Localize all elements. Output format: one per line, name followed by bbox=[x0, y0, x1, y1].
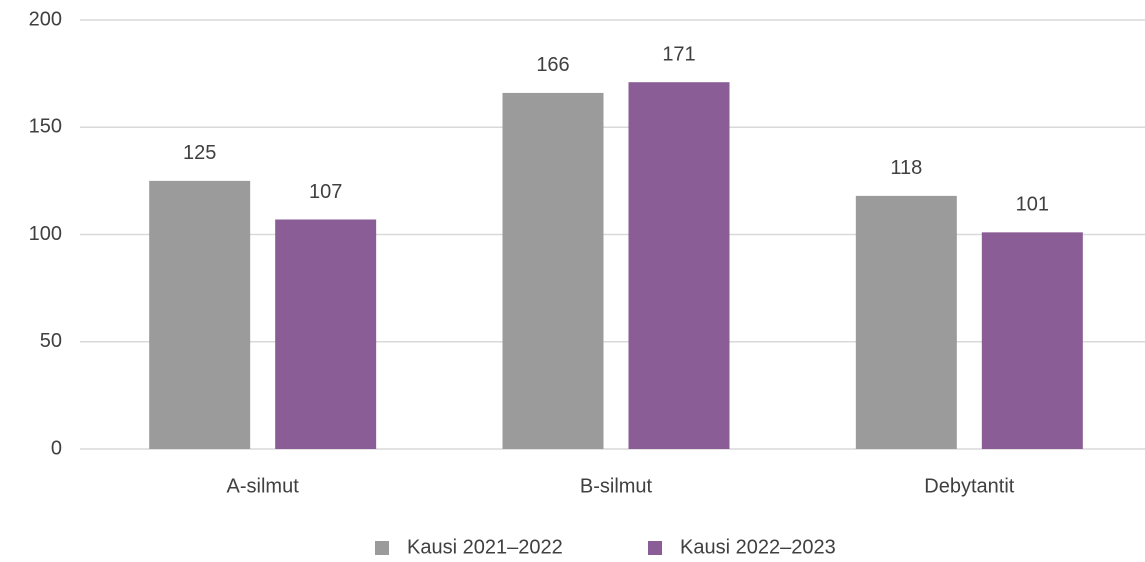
bar bbox=[149, 180, 251, 449]
bar bbox=[855, 195, 957, 449]
y-tick-label: 200 bbox=[29, 8, 62, 30]
value-label: 118 bbox=[890, 157, 922, 179]
x-tick-label: B-silmut bbox=[580, 475, 653, 497]
legend-swatch bbox=[648, 541, 662, 555]
y-tick-label: 150 bbox=[29, 116, 62, 138]
legend-swatch bbox=[375, 541, 389, 555]
value-label: 171 bbox=[662, 43, 695, 65]
legend-label: Kausi 2022–2023 bbox=[680, 536, 836, 558]
value-label: 166 bbox=[536, 54, 569, 76]
bar bbox=[502, 92, 604, 450]
bar bbox=[275, 219, 377, 449]
y-tick-label: 0 bbox=[51, 437, 62, 459]
legend-label: Kausi 2021–2022 bbox=[407, 536, 563, 558]
bar bbox=[981, 232, 1083, 449]
x-tick-label: A-silmut bbox=[227, 475, 300, 497]
y-tick-label: 50 bbox=[40, 330, 62, 352]
x-tick-label: Debytantit bbox=[924, 475, 1014, 497]
value-label: 107 bbox=[309, 181, 342, 203]
bar bbox=[628, 82, 730, 449]
value-label: 101 bbox=[1016, 194, 1049, 216]
value-label: 125 bbox=[183, 142, 216, 164]
y-tick-label: 100 bbox=[29, 223, 62, 245]
